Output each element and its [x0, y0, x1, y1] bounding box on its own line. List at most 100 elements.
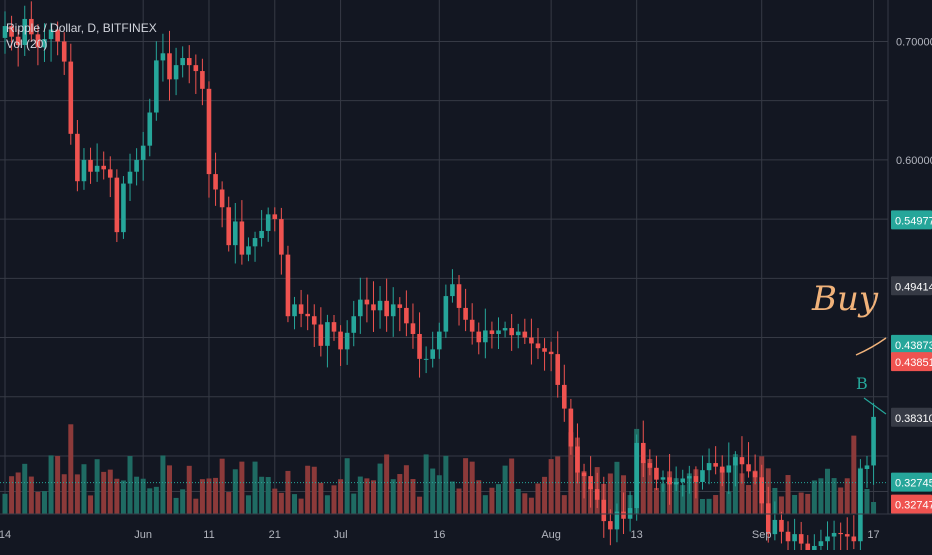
candle-body: [94, 165, 100, 172]
candle-body: [75, 133, 80, 182]
annotations: Buy B: [811, 279, 887, 415]
candle-body: [15, 36, 21, 46]
volume-bar: [686, 473, 692, 514]
volume-bar: [864, 489, 870, 514]
time-tick-label: 16: [433, 529, 445, 541]
volume-bar: [226, 492, 232, 514]
volume-bar: [160, 455, 166, 514]
volume-bar: [68, 424, 74, 514]
volume-study-label[interactable]: Vol (20): [6, 37, 48, 51]
candle-body: [29, 18, 34, 35]
candle-body: [667, 477, 672, 485]
volume-bar: [219, 458, 225, 514]
volume-bar: [417, 496, 423, 514]
price-tag-label: 0.43851: [895, 357, 932, 369]
buy-arrow: [855, 337, 887, 356]
candle-body: [713, 463, 718, 467]
candle-body: [239, 221, 245, 255]
volume-bar: [239, 461, 245, 514]
candle-body: [785, 531, 791, 542]
candle-body: [489, 330, 495, 334]
volume-bar: [430, 468, 436, 514]
candle-body: [529, 337, 534, 344]
candle-body: [200, 71, 205, 89]
candle-body: [693, 476, 699, 483]
b-arrow: [863, 397, 887, 415]
volume-bar: [213, 477, 219, 514]
candle-body: [147, 112, 153, 146]
price-axis[interactable]: 0.70000 0.60000 0.54977 0.49414 0.43873 0.438…: [887, 0, 932, 514]
volume-bar: [653, 488, 659, 514]
candle-body: [55, 29, 60, 42]
volume-bar: [496, 484, 501, 514]
candle-body: [555, 354, 561, 385]
candle-body: [588, 476, 593, 490]
candle-body: [167, 53, 172, 80]
volume-bar: [232, 469, 238, 514]
volume-bar: [772, 487, 778, 514]
volume-bar: [482, 495, 488, 514]
volume-bar: [298, 498, 304, 514]
candle-body: [568, 408, 574, 447]
volume-bar: [713, 495, 719, 514]
volume-bar: [851, 435, 857, 514]
volume-bar: [489, 487, 495, 514]
candle-body: [9, 26, 14, 37]
volume-bar: [542, 476, 548, 514]
price-tag: [891, 210, 932, 230]
volume-bar: [410, 479, 416, 514]
candlesticks: [2, 1, 876, 555]
volume-bar: [469, 461, 475, 514]
volume-bar: [463, 458, 469, 514]
candle-body: [265, 214, 271, 231]
candle-body: [377, 300, 383, 311]
candle-body: [423, 358, 429, 360]
candle-body: [614, 511, 620, 530]
candle-body: [404, 307, 409, 324]
candle-body: [752, 471, 758, 478]
volume-bar: [206, 478, 212, 514]
volume-bar: [324, 495, 330, 514]
volume-bar: [94, 459, 100, 514]
candle-body: [548, 351, 554, 355]
time-tick-label: Aug: [541, 529, 561, 541]
candle-body: [81, 159, 87, 182]
candle-body: [121, 183, 126, 233]
volume-bar: [153, 486, 159, 514]
candle-body: [456, 284, 462, 308]
volume-bar: [607, 473, 613, 514]
candle-body: [68, 61, 74, 134]
volume-bar: [9, 476, 15, 514]
candle-body: [140, 145, 146, 160]
volume-bar: [515, 488, 521, 514]
candle-body: [660, 477, 666, 480]
candle-body: [213, 174, 218, 190]
candle-body: [654, 467, 659, 480]
volume-bar: [252, 461, 258, 514]
time-tick-label: 21: [269, 529, 281, 541]
candle-body: [733, 457, 738, 466]
candle-body: [687, 476, 692, 479]
candle-body: [871, 416, 876, 466]
volume-bar: [338, 479, 344, 514]
candle-body: [818, 541, 824, 546]
candle-body: [2, 26, 8, 38]
time-tick-label: Jul: [334, 529, 348, 541]
volume-bar: [798, 492, 804, 514]
candle-body: [186, 58, 192, 66]
volume-bar: [74, 474, 80, 514]
volume-bar: [844, 478, 850, 514]
time-tick-label: 17: [867, 529, 879, 541]
time-axis[interactable]: 14 Jun 11 21 Jul 16 Aug 13 Sep 17: [0, 513, 932, 541]
volume-bar: [370, 480, 376, 514]
candle-body: [325, 322, 330, 346]
volume-bar: [278, 492, 284, 514]
candle-body: [436, 331, 442, 350]
candle-body: [509, 328, 514, 336]
volume-bar: [88, 495, 94, 514]
symbol-title[interactable]: Ripple / Dollar, D, BITFINEX: [6, 21, 157, 35]
volume-bar: [805, 493, 811, 514]
candle-body: [193, 65, 199, 72]
